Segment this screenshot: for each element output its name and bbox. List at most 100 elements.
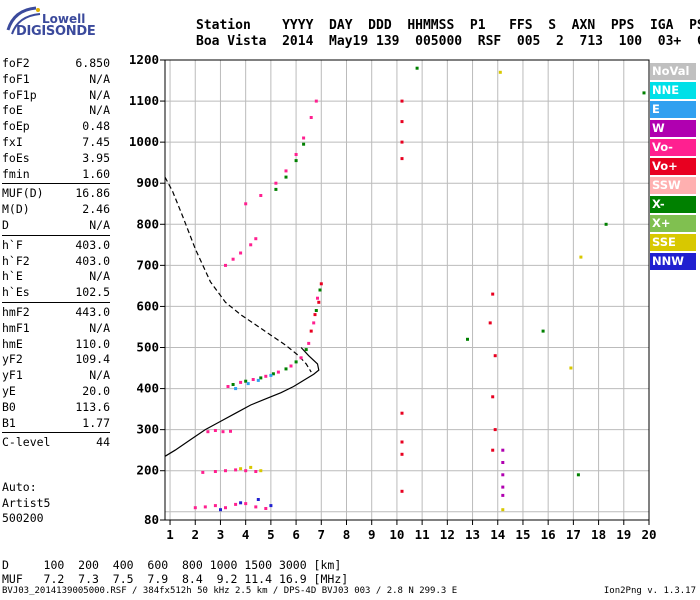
echo-point — [239, 501, 243, 505]
auto-program: Artist5 — [2, 495, 51, 510]
echo-point — [302, 142, 306, 146]
echo-point — [314, 99, 318, 103]
param-value: N/A — [89, 320, 110, 335]
param-row: foEs 3.95 — [2, 151, 110, 167]
x-tick-label: 12 — [440, 527, 455, 542]
param-name: yE — [2, 383, 16, 398]
param-value: 6.850 — [75, 56, 110, 70]
param-name: MUF(D) — [2, 186, 44, 201]
echo-point — [309, 116, 313, 119]
param-value: 0.48 — [82, 119, 110, 134]
echo-point — [415, 66, 419, 70]
echo-point — [501, 485, 505, 489]
x-tick-label: 18 — [591, 527, 606, 542]
x-tick-label: 17 — [566, 527, 581, 542]
echo-point — [304, 348, 308, 352]
echo-point — [579, 255, 583, 259]
echo-point — [244, 469, 248, 473]
param-value: 403.0 — [75, 237, 110, 252]
param-row: foE N/A — [2, 103, 110, 119]
legend-item: X+ — [650, 215, 696, 232]
param-name: yF1 — [2, 368, 23, 383]
echo-point — [259, 376, 263, 380]
echo-point — [213, 470, 217, 473]
param-name: foF1p — [2, 87, 37, 102]
param-value: 20.0 — [82, 383, 110, 398]
echo-point — [576, 473, 580, 477]
x-tick-label: 8 — [343, 527, 351, 542]
echo-point — [224, 469, 227, 473]
echo-point — [264, 374, 268, 378]
echo-point — [642, 91, 646, 95]
param-value: 110.0 — [75, 336, 110, 351]
echo-point — [313, 313, 317, 317]
echo-point — [269, 373, 273, 377]
echo-point — [231, 383, 235, 386]
y-tick-label: 1100 — [129, 93, 159, 108]
echo-point — [491, 448, 495, 452]
param-value: N/A — [89, 217, 110, 232]
logo-mark-icon — [6, 6, 41, 35]
echo-point — [400, 99, 404, 103]
x-tick-label: 15 — [515, 527, 530, 542]
echo-point — [312, 321, 316, 325]
echo-point — [201, 470, 205, 474]
lowell-digisonde-logo: Lowell DIGISONDE — [2, 4, 112, 44]
echo-point — [234, 502, 238, 506]
param-name: foEp — [2, 119, 30, 134]
y-tick-label: 200 — [136, 463, 159, 478]
echo-point — [501, 508, 505, 512]
y-tick-label: 1200 — [129, 52, 159, 67]
param-name: hmF1 — [2, 320, 30, 335]
legend-item: SSW — [650, 177, 696, 194]
param-row: B1 1.77 — [2, 416, 110, 432]
echo-point — [491, 292, 495, 296]
y-tick-label: 1000 — [129, 134, 159, 149]
param-value: 443.0 — [75, 304, 110, 319]
echo-point — [219, 508, 222, 512]
echo-point — [229, 429, 232, 433]
y-tick-label: 800 — [136, 216, 159, 231]
echo-point — [234, 468, 238, 472]
echo-point — [501, 461, 505, 464]
param-value: N/A — [89, 103, 110, 118]
echo-point — [294, 360, 298, 364]
x-tick-label: 14 — [490, 527, 505, 542]
param-row: C-level 44 — [2, 435, 110, 451]
param-name: D — [2, 217, 9, 232]
param-row: foF2 6.850 — [2, 56, 110, 72]
param-value: N/A — [89, 87, 110, 102]
param-value: 1.77 — [82, 415, 110, 430]
param-name: h`F2 — [2, 253, 30, 268]
param-separator — [2, 183, 110, 185]
param-name: hmE — [2, 336, 23, 351]
x-tick-label: 20 — [641, 527, 656, 542]
echo-point — [254, 505, 258, 509]
param-value: 3.95 — [82, 150, 110, 165]
legend-item: SSE — [650, 234, 696, 251]
echo-point — [466, 337, 469, 341]
echo-point — [259, 194, 263, 197]
param-row: yF2 109.4 — [2, 352, 110, 368]
logo-line2: DIGISONDE — [16, 24, 96, 39]
x-tick-label: 2 — [191, 527, 199, 542]
param-separator — [2, 301, 110, 303]
echo-point — [400, 140, 404, 144]
echo-point — [284, 169, 288, 173]
muf-frequency-row: MUF 7.2 7.3 7.5 7.9 8.4 9.2 11.4 16.9 [M… — [2, 572, 349, 586]
echo-point — [569, 366, 573, 370]
echo-point — [224, 263, 227, 267]
x-tick-label: 19 — [616, 527, 631, 542]
x-tick-label: 11 — [415, 527, 430, 542]
echo-point — [400, 120, 404, 124]
param-row: h`F2 403.0 — [2, 254, 110, 270]
echo-point — [400, 440, 404, 444]
echo-point — [213, 429, 217, 432]
echo-point — [244, 502, 248, 506]
echo-point — [254, 237, 258, 241]
param-row: h`F 403.0 — [2, 238, 110, 254]
echo-point — [488, 321, 492, 325]
param-row: yF1 N/A — [2, 368, 110, 384]
x-tick-label: 6 — [292, 527, 300, 542]
y-tick-label: 900 — [136, 175, 159, 190]
